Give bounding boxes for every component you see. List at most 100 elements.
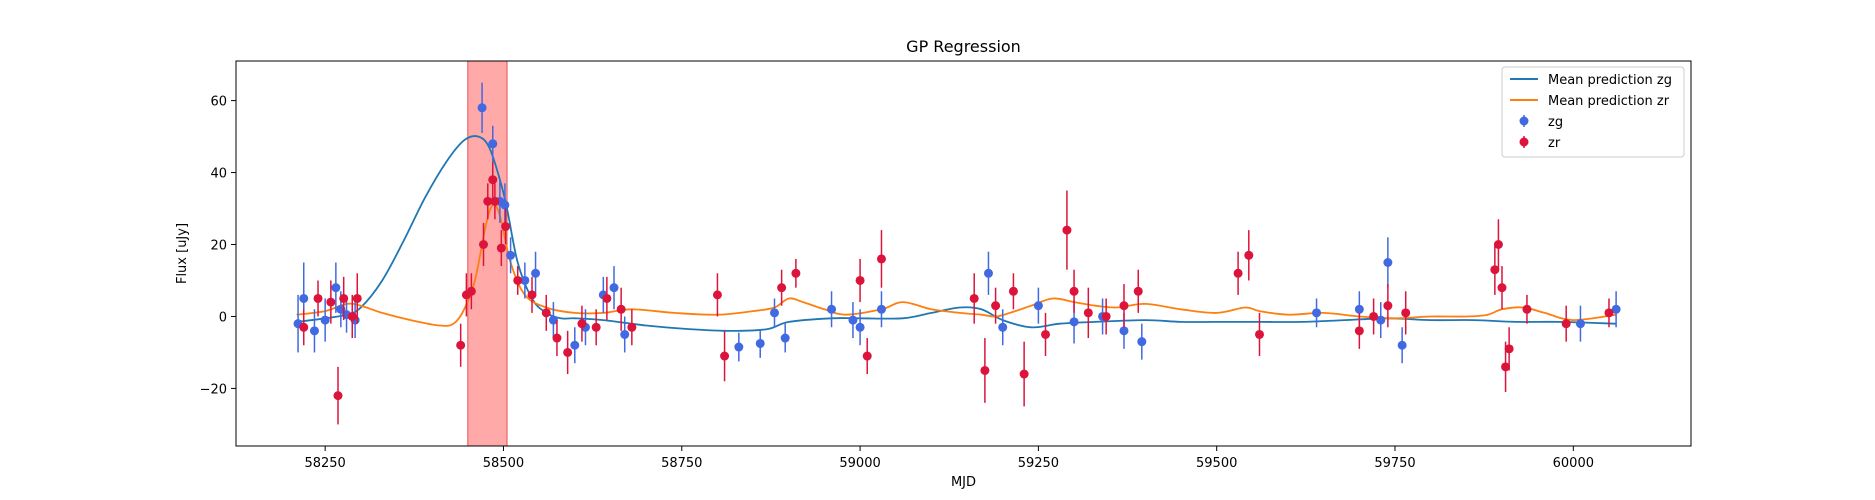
data-point-zr <box>1062 225 1072 235</box>
data-point-zr <box>712 290 722 300</box>
highlight-span-layer <box>467 60 508 447</box>
y-tick-label: −20 <box>200 382 227 397</box>
data-point-zr <box>563 347 573 357</box>
highlight-span <box>467 60 508 447</box>
y-tick-label: 60 <box>210 95 227 110</box>
data-point-zr <box>490 196 500 206</box>
legend-label: zr <box>1548 136 1561 151</box>
legend-label: zg <box>1548 115 1563 130</box>
data-point-zr <box>1383 301 1393 311</box>
data-point-zg <box>1383 257 1393 267</box>
data-point-zr <box>1354 326 1364 336</box>
x-tick-label: 58750 <box>661 456 702 471</box>
data-point-zr <box>1501 362 1511 372</box>
data-point-zr <box>352 293 362 303</box>
data-point-zg <box>1312 308 1322 318</box>
data-point-zr <box>501 222 511 232</box>
data-point-zr <box>496 243 506 253</box>
data-point-zr <box>1369 311 1379 321</box>
data-point-zg <box>520 275 530 285</box>
x-tick-label: 58500 <box>483 456 524 471</box>
data-point-zr <box>1008 286 1018 296</box>
data-point-zg <box>1119 326 1129 336</box>
data-point-zg <box>1137 337 1147 347</box>
data-point-zr <box>862 351 872 361</box>
data-point-zr <box>980 365 990 375</box>
data-point-zr <box>1233 268 1243 278</box>
data-point-zr <box>1493 240 1503 250</box>
y-ticks: −20 0 20 40 60 <box>200 95 236 397</box>
data-point-zr <box>1522 304 1532 314</box>
data-point-zg <box>827 304 837 314</box>
data-point-zg <box>570 340 580 350</box>
data-point-zr <box>777 283 787 293</box>
data-point-zg <box>734 342 744 352</box>
x-tick-label: 60000 <box>1553 456 1594 471</box>
legend-swatch-marker <box>1519 116 1529 126</box>
data-point-zr <box>478 240 488 250</box>
y-axis-label: Flux [uJy] <box>175 223 190 284</box>
data-point-zg <box>500 200 510 210</box>
data-point-zr <box>299 322 309 332</box>
x-tick-label: 58250 <box>304 456 345 471</box>
data-point-zr <box>456 340 466 350</box>
y-tick-label: 0 <box>219 310 227 325</box>
data-point-zg <box>488 139 498 149</box>
series-line-mean-prediction-zg <box>296 135 1617 332</box>
data-point-zg <box>983 268 993 278</box>
data-point-zr <box>347 311 357 321</box>
data-point-zg <box>1354 304 1364 314</box>
legend-box <box>1501 66 1685 158</box>
data-point-zg <box>1575 319 1585 329</box>
x-tick-label: 59750 <box>1374 456 1415 471</box>
data-point-zr <box>602 293 612 303</box>
x-tick-label: 59000 <box>839 456 880 471</box>
data-point-zr <box>720 351 730 361</box>
data-point-zg <box>876 304 886 314</box>
data-point-zg <box>477 103 487 113</box>
data-point-zr <box>1119 301 1129 311</box>
legend-swatch-marker <box>1519 137 1529 147</box>
data-point-zr <box>1069 286 1079 296</box>
data-point-zg <box>309 326 319 336</box>
x-tick-label: 59250 <box>1018 456 1059 471</box>
data-point-zr <box>333 391 343 401</box>
data-point-zr <box>855 275 865 285</box>
data-point-zg <box>780 333 790 343</box>
data-point-zg <box>548 315 558 325</box>
data-point-zr <box>1497 283 1507 293</box>
data-point-zr <box>627 322 637 332</box>
data-point-zr <box>513 275 523 285</box>
data-point-zg <box>1376 315 1386 325</box>
series-layer <box>293 82 1621 425</box>
data-point-zr <box>591 322 601 332</box>
legend-label: Mean prediction zg <box>1548 73 1672 88</box>
plot-frame <box>235 60 1692 447</box>
legend-label: Mean prediction zr <box>1548 94 1670 109</box>
data-point-zg <box>620 329 630 339</box>
data-point-zr <box>488 175 498 185</box>
data-point-zg <box>299 293 309 303</box>
data-point-zr <box>1490 265 1500 275</box>
data-point-zr <box>876 254 886 264</box>
data-point-zr <box>791 268 801 278</box>
data-point-zr <box>969 293 979 303</box>
x-axis-label: MJD <box>951 475 976 490</box>
data-point-zr <box>1133 286 1143 296</box>
data-point-zr <box>1101 311 1111 321</box>
legend: Mean prediction zg Mean prediction zr zg zr <box>1501 66 1685 158</box>
series-line-mean-prediction-zr <box>296 203 1617 327</box>
data-point-zr <box>991 301 1001 311</box>
data-point-zr <box>1504 344 1514 354</box>
data-point-zr <box>577 319 587 329</box>
x-tick-label: 59500 <box>1196 456 1237 471</box>
data-point-zr <box>1561 319 1571 329</box>
data-point-zr <box>541 308 551 318</box>
data-point-zr <box>527 290 537 300</box>
data-point-zg <box>1033 301 1043 311</box>
data-point-zr <box>616 304 626 314</box>
data-point-zg <box>1397 340 1407 350</box>
data-point-zr <box>1244 250 1254 260</box>
chart-title: GP Regression <box>906 37 1021 56</box>
data-point-zr <box>1019 369 1029 379</box>
